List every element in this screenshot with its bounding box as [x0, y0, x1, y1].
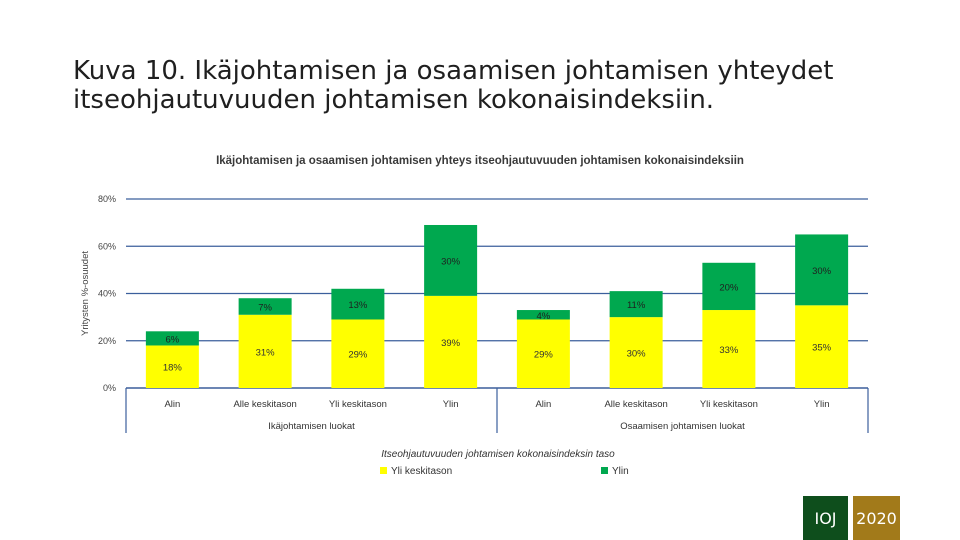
bar-yli-keskitason: [702, 310, 756, 388]
bar-yli-keskitason: [145, 345, 199, 388]
data-label-yli-keskitason: 39%: [441, 338, 461, 349]
group-label: Ikäjohtamisen luokat: [268, 421, 355, 432]
chart-title: Ikäjohtamisen ja osaamisen johtamisen yh…: [216, 155, 744, 167]
x-tick-label: Ylin: [443, 399, 459, 410]
x-tick-label: Yli keskitason: [329, 399, 387, 410]
data-label-yli-keskitason: 29%: [348, 350, 368, 361]
data-label-yli-keskitason: 33%: [719, 345, 739, 356]
y-tick-label: 80%: [98, 194, 116, 204]
x-tick-label: Yli keskitason: [700, 399, 758, 410]
data-label-yli-keskitason: 18%: [163, 363, 183, 374]
slide-title-line-2: itseohjautuvuuden johtamisen kokonaisind…: [73, 85, 715, 115]
bar-yli-keskitason: [238, 314, 292, 388]
org-badge: IOJ: [803, 496, 848, 540]
data-label-ylin: 30%: [441, 256, 461, 267]
data-label-yli-keskitason: 31%: [256, 347, 276, 358]
year-badge: 2020: [853, 496, 900, 540]
bar-yli-keskitason: [516, 319, 570, 388]
bar-ylin: [516, 310, 570, 320]
y-tick-label: 40%: [98, 289, 116, 299]
legend-label: Ylin: [612, 466, 629, 477]
data-label-ylin: 30%: [812, 266, 832, 277]
legend-swatch: [601, 467, 608, 474]
data-label-ylin: 4%: [537, 311, 551, 322]
y-tick-label: 0%: [103, 383, 116, 393]
data-label-yli-keskitason: 30%: [627, 349, 647, 360]
bar-ylin: [238, 298, 292, 315]
bar-yli-keskitason: [795, 305, 849, 388]
legend-swatch: [380, 467, 387, 474]
x-tick-label: Alin: [535, 399, 551, 410]
x-tick-label: Ylin: [814, 399, 830, 410]
bar-ylin: [145, 331, 199, 346]
data-label-ylin: 20%: [719, 282, 739, 293]
y-tick-label: 20%: [98, 336, 116, 346]
bar-ylin: [331, 288, 385, 320]
bar-yli-keskitason: [331, 319, 385, 388]
x-tick-label: Alle keskitason: [233, 399, 296, 410]
data-label-ylin: 13%: [348, 300, 368, 311]
group-label: Osaamisen johtamisen luokat: [620, 421, 745, 432]
bar-yli-keskitason: [424, 295, 478, 388]
bar-ylin: [609, 291, 663, 318]
data-label-yli-keskitason: 29%: [534, 350, 554, 361]
bar-ylin: [795, 234, 849, 306]
y-tick-label: 60%: [98, 241, 116, 251]
bar-yli-keskitason: [609, 317, 663, 388]
bar-ylin: [702, 262, 756, 311]
data-label-ylin: 6%: [166, 334, 180, 345]
x-tick-label: Alin: [164, 399, 180, 410]
bar-ylin: [424, 224, 478, 296]
data-label-yli-keskitason: 35%: [812, 343, 832, 354]
slide-title: Kuva 10. Ikäjohtamisen ja osaamisen joht…: [73, 57, 933, 115]
legend-title: Itseohjautuvuuden johtamisen kokonaisind…: [381, 449, 615, 460]
legend-label: Yli keskitason: [391, 466, 452, 477]
y-axis-label: Yritysten %-osuudet: [80, 251, 91, 336]
x-tick-label: Alle keskitason: [604, 399, 667, 410]
data-label-ylin: 7%: [258, 302, 272, 313]
slide-title-line-1: Kuva 10. Ikäjohtamisen ja osaamisen joht…: [73, 56, 834, 86]
data-label-ylin: 11%: [627, 300, 646, 311]
